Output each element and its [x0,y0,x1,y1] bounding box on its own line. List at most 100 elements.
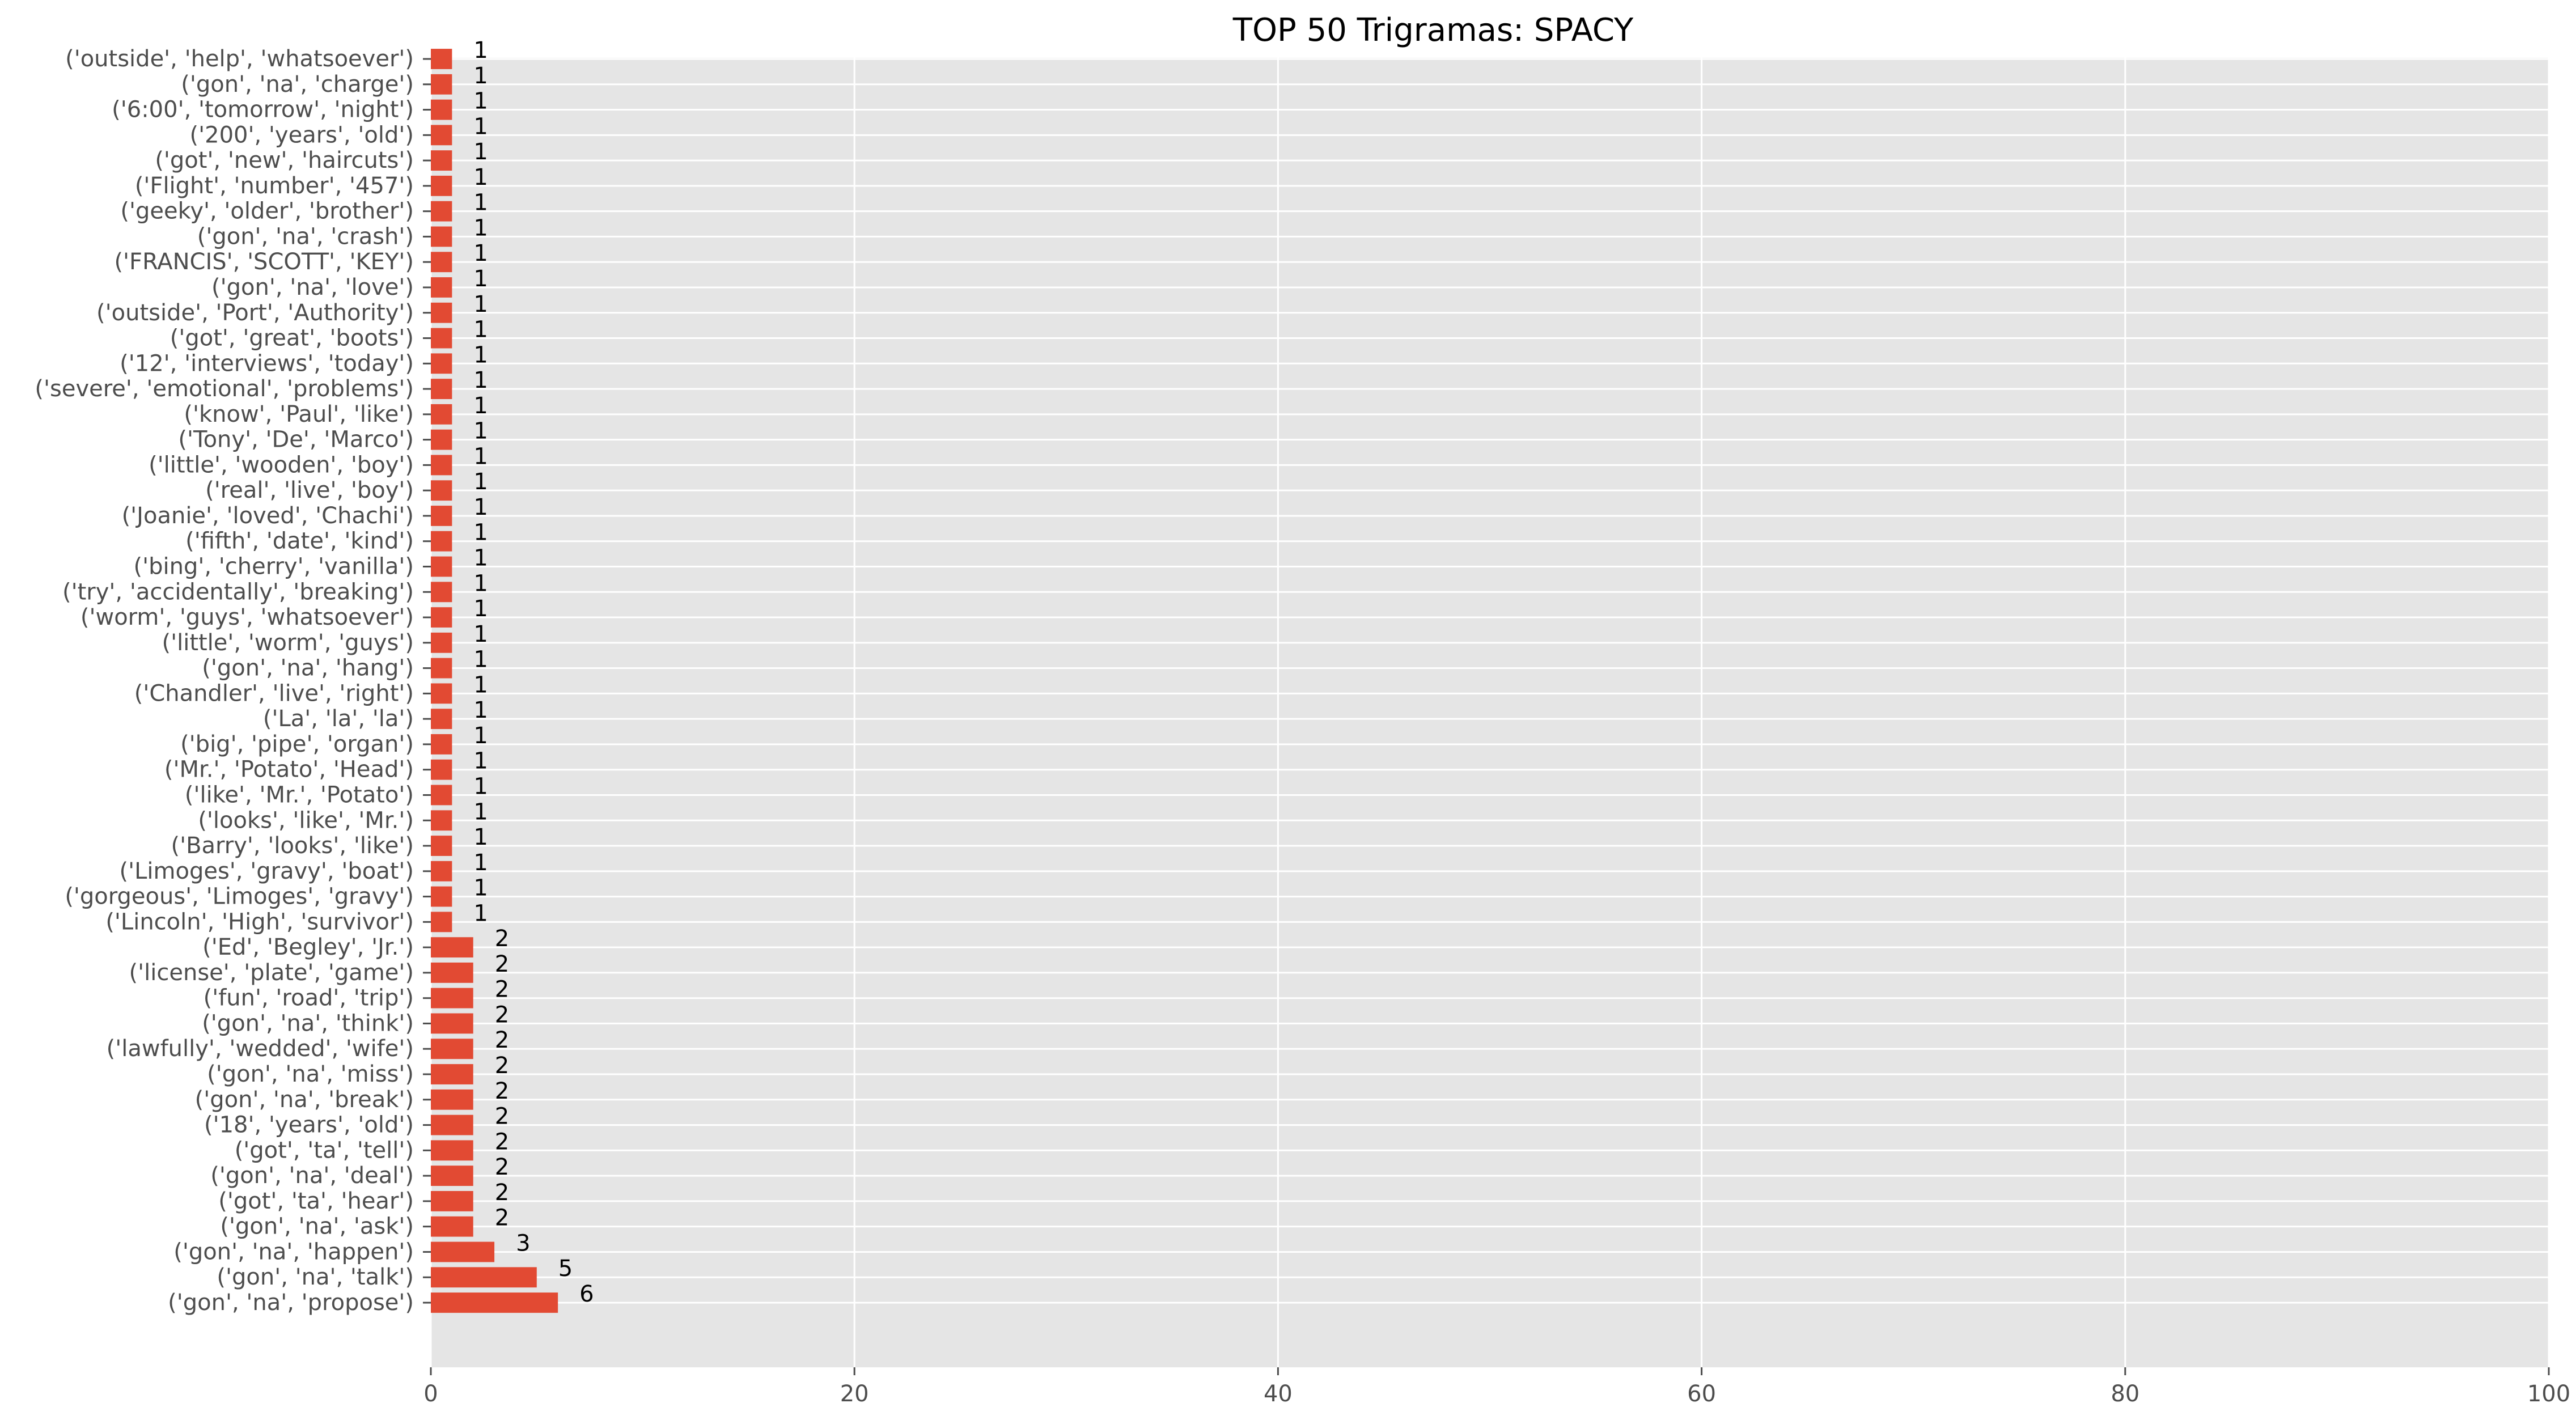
bar-value-label: 1 [473,748,488,774]
category-label: ('looks', 'like', 'Mr.') [198,807,414,833]
bar-value-label: 1 [473,37,488,63]
bar [431,150,452,171]
bar-value-label: 1 [473,342,488,368]
bar [431,556,452,577]
bar-value-label: 1 [473,367,488,393]
bar [431,1166,473,1186]
category-label: ('gon', 'na', 'crash') [197,223,414,249]
category-label: ('like', 'Mr.', 'Potato') [185,782,414,808]
category-label: ('Chandler', 'live', 'right') [134,680,414,706]
category-label: ('know', 'Paul', 'like') [184,401,414,427]
bar-value-label: 1 [473,215,488,241]
bar [431,328,452,349]
category-label: ('geeky', 'older', 'brother') [120,198,414,224]
bar-value-label: 2 [495,1002,509,1028]
category-label: ('Mr.', 'Potato', 'Head') [164,757,414,783]
bar-value-label: 6 [579,1281,594,1307]
category-label: ('Limoges', 'gravy', 'boat') [120,858,414,884]
bar [431,785,452,806]
bar [431,404,452,425]
bar-value-label: 1 [473,570,488,596]
bar-value-label: 2 [495,1180,509,1206]
bar [431,379,452,399]
bar [431,1013,473,1034]
category-label: ('200', 'years', 'old') [190,122,414,148]
bar-value-label: 2 [495,1205,509,1231]
bar [431,480,452,501]
category-label: ('little', 'wooden', 'boy') [149,452,414,478]
bar-value-label: 2 [495,1154,509,1180]
category-label: ('gon', 'na', 'talk') [217,1264,414,1290]
category-label: ('outside', 'help', 'whatsoever') [65,46,414,72]
category-label: ('got', 'ta', 'tell') [235,1137,414,1163]
category-label: ('got', 'ta', 'hear') [218,1188,414,1214]
bar [431,506,452,526]
bar [431,1039,473,1059]
category-label: ('lawfully', 'wedded', 'wife') [107,1036,414,1062]
bar-value-label: 1 [473,266,488,292]
bar-value-label: 1 [473,393,488,419]
bar [431,658,452,679]
x-tick-label: 20 [840,1381,869,1407]
bar [431,252,452,273]
category-label: ('little', 'worm', 'guys') [162,630,414,656]
category-label: ('fifth', 'date', 'kind') [185,528,414,554]
category-label: ('gon', 'na', 'break') [195,1087,414,1113]
category-label: ('Flight', 'number', '457') [135,173,414,199]
bar-value-label: 2 [495,951,509,977]
bar [431,1140,473,1161]
x-tick-label: 40 [1264,1381,1293,1407]
category-label: ('fun', 'road', 'trip') [204,985,414,1011]
bar [431,734,452,755]
bar-value-label: 2 [495,1027,509,1053]
category-label: ('big', 'pipe', 'organ') [180,731,414,757]
bar [431,937,473,958]
category-label: ('gon', 'na', 'miss') [207,1061,414,1087]
bar [431,861,452,881]
category-label: ('got', 'new', 'haircuts') [155,147,414,173]
category-label: ('Joanie', 'loved', 'Chachi') [122,503,414,529]
bar-value-label: 1 [473,824,488,850]
category-label: ('got', 'great', 'boots') [170,325,414,351]
bar [431,709,452,730]
category-label: ('real', 'live', 'boy') [205,477,414,503]
bar [431,125,452,146]
bar-value-label: 1 [473,190,488,216]
bar [431,277,452,298]
bar-value-label: 1 [473,113,488,139]
category-label: ('Lincoln', 'High', 'survivor') [105,909,414,935]
category-label: ('12', 'interviews', 'today') [120,350,414,376]
bar-value-label: 2 [495,926,509,952]
category-label: ('gorgeous', 'Limoges', 'gravy') [65,884,414,910]
bar-value-label: 1 [473,317,488,343]
bar-value-label: 2 [495,1053,509,1079]
x-tick-label: 0 [423,1381,438,1407]
bar [431,353,452,374]
bar-value-label: 1 [473,520,488,546]
bar-value-label: 1 [473,723,488,749]
bar-value-label: 2 [495,1078,509,1104]
bar-value-label: 1 [473,697,488,723]
bar-value-label: 1 [473,621,488,647]
bar-value-label: 1 [473,850,488,876]
category-label: ('worm', 'guys', 'whatsoever') [80,604,414,630]
category-label: ('outside', 'Port', 'Authority') [96,300,414,326]
category-label: ('6:00', 'tomorrow', 'night') [112,97,414,123]
bar-value-label: 1 [473,672,488,698]
category-label: ('18', 'years', 'old') [204,1112,414,1138]
bar-value-label: 1 [473,596,488,622]
chart-title: TOP 50 Trigramas: SPACY [1232,12,1634,49]
bar-value-label: 1 [473,875,488,901]
bar [431,1241,495,1262]
bar [431,74,452,95]
bar-value-label: 1 [473,545,488,571]
category-label: ('Ed', 'Begley', 'Jr.') [202,934,414,960]
bar [431,963,473,983]
bar [431,1267,537,1288]
bar-value-label: 1 [473,443,488,469]
category-label: ('gon', 'na', 'happen') [173,1239,414,1265]
bar [431,49,452,69]
x-tick-label: 60 [1687,1381,1716,1407]
category-label: ('FRANCIS', 'SCOTT', 'KEY') [114,249,414,275]
